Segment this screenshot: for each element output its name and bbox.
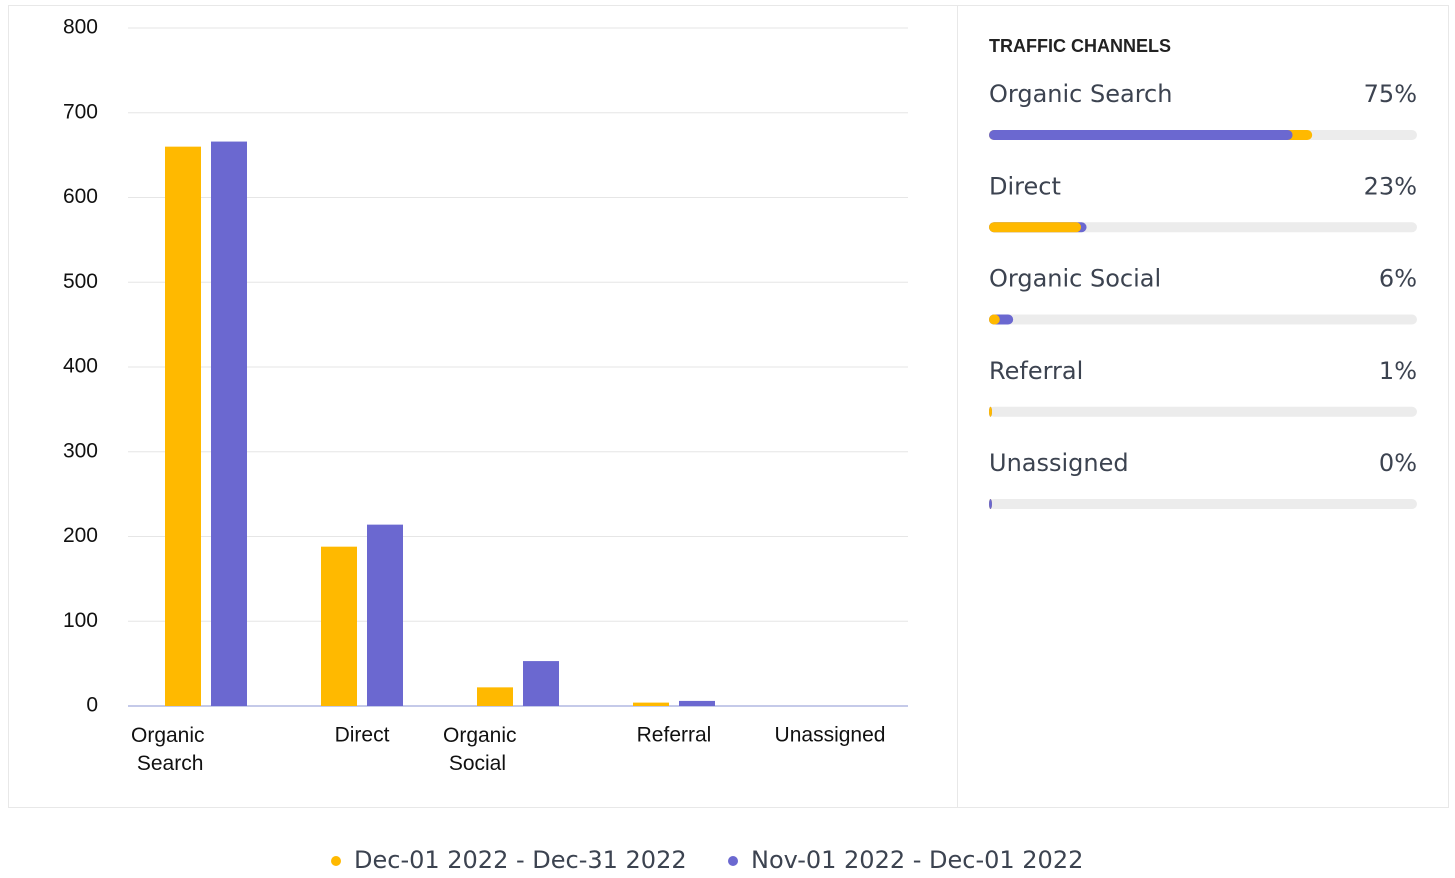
bar — [477, 687, 513, 706]
y-tick-label: 300 — [63, 439, 98, 462]
progress-bar — [989, 314, 1000, 325]
progress-track — [989, 314, 1417, 325]
progress-bar — [989, 222, 1082, 233]
bar — [165, 146, 201, 706]
x-tick-label: Direct — [335, 724, 390, 747]
x-tick-label: Unassigned — [775, 724, 886, 747]
y-tick-label: 100 — [63, 609, 98, 632]
bar — [367, 524, 403, 706]
y-tick-label: 700 — [63, 100, 98, 123]
bar — [211, 141, 247, 706]
progress-bar — [989, 406, 992, 417]
channel-name: Unassigned — [989, 449, 1129, 477]
x-tick-label: Organic Search — [131, 724, 205, 775]
bar — [523, 661, 559, 706]
legend-label: Nov-01 2022 - Dec-01 2022 — [751, 846, 1083, 874]
bar — [679, 700, 715, 706]
progress-bar — [989, 499, 992, 509]
x-tick-label: Organic Social — [443, 724, 517, 775]
channel-percent: 0% — [1379, 449, 1417, 477]
progress-bar — [989, 130, 1293, 140]
legend-marker — [331, 856, 341, 866]
bar — [321, 546, 357, 706]
y-tick-label: 200 — [63, 524, 98, 547]
x-tick-label: Referral — [637, 724, 712, 747]
y-tick-label: 400 — [63, 355, 98, 378]
channel-percent: 1% — [1379, 357, 1417, 385]
y-tick-label: 800 — [63, 16, 98, 39]
channel-percent: 6% — [1379, 265, 1417, 293]
panel-title: TRAFFIC CHANNELS — [989, 36, 1171, 56]
bar — [633, 702, 669, 706]
progress-track — [989, 406, 1417, 417]
progress-track — [989, 222, 1417, 233]
legend-marker — [728, 856, 738, 866]
y-tick-label: 600 — [63, 185, 98, 208]
channel-name: Organic Search — [989, 80, 1172, 108]
channel-name: Direct — [989, 172, 1061, 200]
progress-track — [989, 499, 1417, 509]
channel-name: Referral — [989, 357, 1083, 385]
y-tick-label: 0 — [86, 694, 98, 717]
channel-percent: 75% — [1364, 80, 1417, 108]
channel-percent: 23% — [1364, 172, 1417, 200]
y-tick-label: 500 — [63, 270, 98, 293]
legend-label: Dec-01 2022 - Dec-31 2022 — [354, 846, 687, 874]
channel-name: Organic Social — [989, 265, 1161, 293]
